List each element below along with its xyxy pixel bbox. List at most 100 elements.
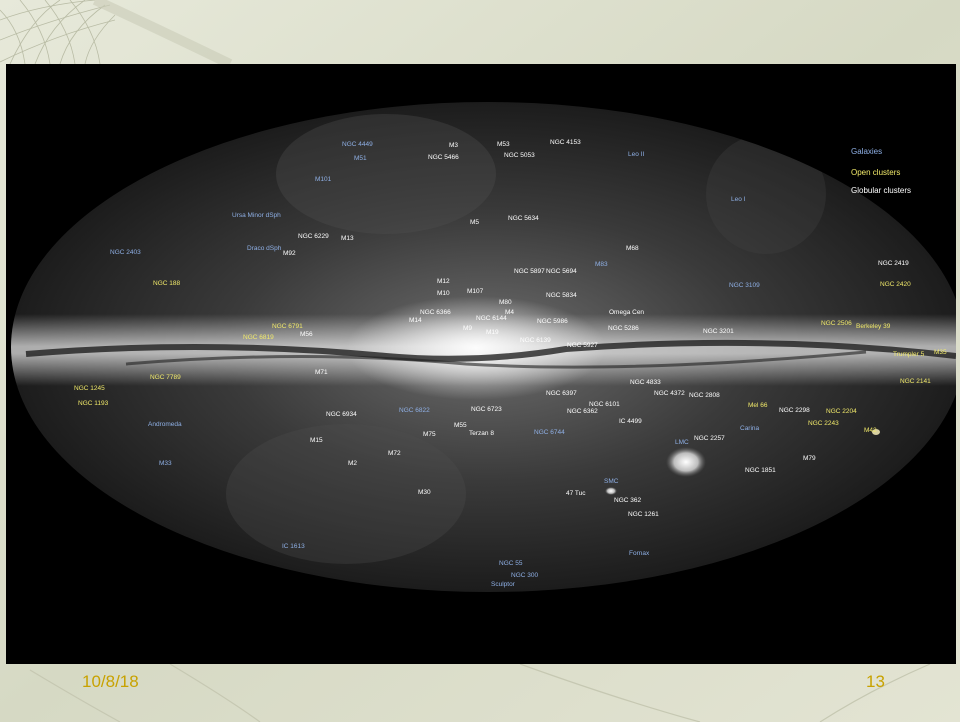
globular-cluster-label: M4 <box>505 309 515 316</box>
galaxy-label: Ursa Minor dSph <box>232 212 281 219</box>
globular-cluster-label: M80 <box>499 299 512 306</box>
galaxy-label: M101 <box>315 176 332 183</box>
open-cluster-label: Mel 66 <box>748 402 768 409</box>
galaxy-label: LMC <box>675 439 689 446</box>
open-cluster-label: NGC 2419 <box>878 260 909 267</box>
globular-cluster-label: M3 <box>449 142 459 149</box>
globular-cluster-label: M30 <box>418 489 431 496</box>
galaxy-label: M33 <box>159 460 172 467</box>
open-cluster-label: NGC 2420 <box>880 281 911 288</box>
globular-cluster-label: NGC 5694 <box>546 268 577 275</box>
galaxy-label: SMC <box>604 478 619 485</box>
globular-cluster-label: M9 <box>463 325 473 332</box>
globular-cluster-label: M75 <box>423 431 436 438</box>
globular-cluster-label: NGC 6139 <box>520 337 551 344</box>
galaxy-label: Leo I <box>731 196 746 203</box>
globular-cluster-label: NGC 4372 <box>654 390 685 397</box>
globular-cluster-label: M12 <box>437 278 450 285</box>
globular-cluster-label: NGC 362 <box>614 497 642 504</box>
open-cluster-label: Berkeley 39 <box>856 323 891 330</box>
open-cluster-label: NGC 2243 <box>808 420 839 427</box>
lmc-glow <box>666 447 706 477</box>
globular-cluster-label: NGC 4833 <box>630 379 661 386</box>
globular-cluster-label: M79 <box>803 455 816 462</box>
open-cluster-label: NGC 2506 <box>821 320 852 327</box>
open-cluster-label: M42 <box>864 427 877 434</box>
globular-cluster-label: NGC 1851 <box>745 467 776 474</box>
slide-page-number: 13 <box>866 672 885 691</box>
open-cluster-label: NGC 188 <box>153 280 181 287</box>
open-cluster-label: Trumpler 5 <box>893 351 925 358</box>
globular-cluster-label: NGC 6229 <box>298 233 329 240</box>
open-cluster-label: M35 <box>934 349 947 356</box>
globular-cluster-label: NGC 2298 <box>779 407 810 414</box>
galaxy-label: NGC 6822 <box>399 407 430 414</box>
galaxy-label: IC 1613 <box>282 543 305 550</box>
globular-cluster-label: 47 Tuc <box>566 490 586 497</box>
globular-cluster-label: NGC 5927 <box>567 342 598 349</box>
globular-cluster-label: NGC 5466 <box>428 154 459 161</box>
globular-cluster-label: M68 <box>626 245 639 252</box>
globular-cluster-label: M55 <box>454 422 467 429</box>
all-sky-map <box>11 102 956 592</box>
globular-cluster-label: M2 <box>348 460 358 467</box>
globular-cluster-label: NGC 3201 <box>703 328 734 335</box>
globular-cluster-label: NGC 6397 <box>546 390 577 397</box>
open-cluster-label: NGC 6791 <box>272 323 303 330</box>
galaxy-label: Andromeda <box>148 421 182 428</box>
dust-lanes <box>25 339 956 362</box>
galaxy-label: Fornax <box>629 550 650 557</box>
open-cluster-label: NGC 6819 <box>243 334 274 341</box>
galaxy-label: NGC 55 <box>499 560 523 567</box>
globular-cluster-label: NGC 5834 <box>546 292 577 299</box>
galaxy-label: NGC 4449 <box>342 141 373 148</box>
galactic-bulge <box>346 296 606 400</box>
open-cluster-label: NGC 2141 <box>900 378 931 385</box>
legend-open-clusters: Open clusters <box>851 168 901 177</box>
galaxy-label: Draco dSph <box>247 245 282 252</box>
globular-cluster-label: NGC 5286 <box>608 325 639 332</box>
m42-glow <box>872 429 880 435</box>
globular-cluster-label: NGC 2808 <box>689 392 720 399</box>
globular-cluster-label: NGC 2257 <box>694 435 725 442</box>
globular-cluster-label: Omega Cen <box>609 309 645 316</box>
open-cluster-label: NGC 2204 <box>826 408 857 415</box>
globular-cluster-label: NGC 1261 <box>628 511 659 518</box>
globular-cluster-label: NGC 6723 <box>471 406 502 413</box>
smc-glow <box>605 487 617 495</box>
galaxy-label: M51 <box>354 155 367 162</box>
open-cluster-label: NGC 1193 <box>78 400 109 407</box>
globular-cluster-label: M5 <box>470 219 480 226</box>
galaxy-label: NGC 6744 <box>534 429 565 436</box>
slide-date: 10/8/18 <box>82 672 139 691</box>
galaxy-label: M83 <box>595 261 608 268</box>
globular-cluster-label: Terzan 8 <box>469 430 494 437</box>
galaxy-label: Carina <box>740 425 760 432</box>
globular-cluster-label: M92 <box>283 250 296 257</box>
globular-cluster-label: M14 <box>409 317 422 324</box>
globular-cluster-label: M107 <box>467 288 484 295</box>
legend-galaxies: Galaxies <box>851 147 883 156</box>
globular-cluster-label: NGC 6362 <box>567 408 598 415</box>
open-cluster-label: NGC 1245 <box>74 385 105 392</box>
globular-cluster-label: NGC 5053 <box>504 152 535 159</box>
globular-cluster-label: M15 <box>310 437 323 444</box>
open-cluster-label: NGC 7789 <box>150 374 181 381</box>
globular-cluster-label: M56 <box>300 331 313 338</box>
globular-cluster-label: M72 <box>388 450 401 457</box>
globular-cluster-label: M71 <box>315 369 328 376</box>
galaxy-label: NGC 2403 <box>110 249 141 256</box>
globular-cluster-label: M13 <box>341 235 354 242</box>
galaxy-label: Sculptor <box>491 581 515 588</box>
globular-cluster-label: M53 <box>497 141 510 148</box>
galaxy-label: Leo II <box>628 151 645 158</box>
globular-cluster-label: NGC 4153 <box>550 139 581 146</box>
sky-map-panel: Galaxies Open clusters Globular clusters… <box>6 64 956 664</box>
globular-cluster-label: IC 4499 <box>619 418 642 425</box>
galaxy-label: NGC 300 <box>511 572 539 579</box>
globular-cluster-label: NGC 6934 <box>326 411 357 418</box>
globular-cluster-label: NGC 5634 <box>508 215 539 222</box>
globular-cluster-label: NGC 5897 <box>514 268 545 275</box>
globular-cluster-label: M19 <box>486 329 499 336</box>
globular-cluster-label: NGC 6144 <box>476 315 507 322</box>
